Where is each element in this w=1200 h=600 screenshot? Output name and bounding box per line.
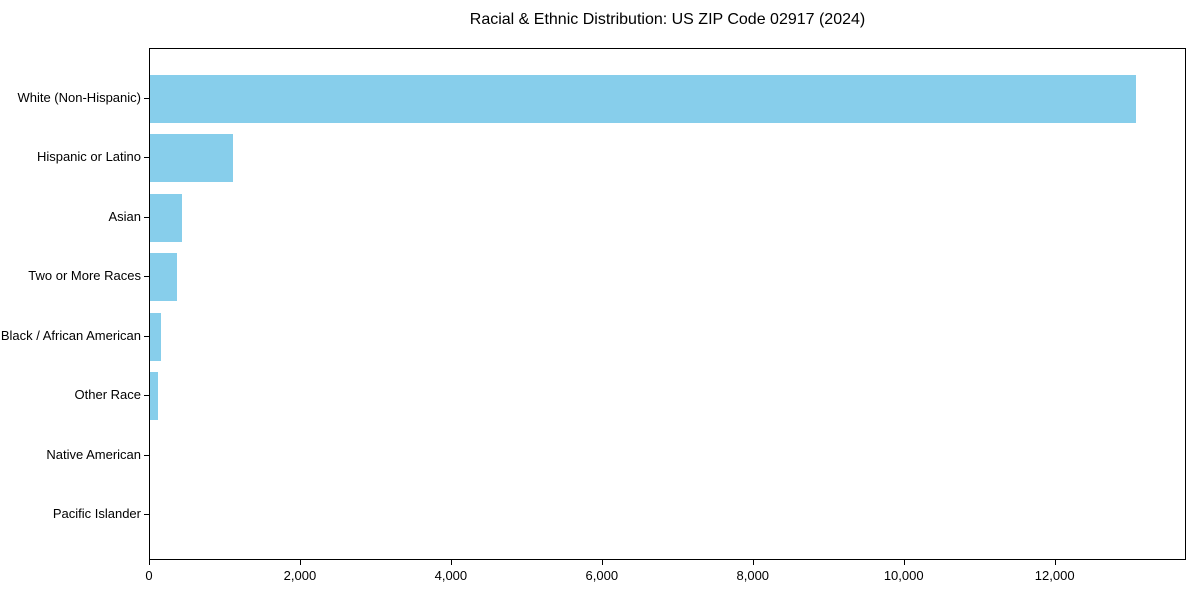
y-tick-label: Black / African American: [0, 327, 141, 343]
y-tick-label: Two or More Races: [28, 268, 141, 284]
x-tick-mark: [299, 560, 301, 565]
x-tick-mark: [601, 560, 603, 565]
y-tick-mark: [144, 395, 149, 397]
y-tick-mark: [144, 514, 149, 515]
y-tick-mark: [144, 276, 149, 278]
y-tick-mark: [144, 216, 149, 218]
y-tick-label: White (Non-Hispanic): [17, 90, 141, 105]
y-tick-label: Other Race: [74, 387, 141, 403]
x-tick-label: 8,000: [736, 568, 770, 583]
y-tick-mark: [144, 335, 149, 337]
x-tick-mark: [903, 560, 905, 565]
y-tick-label: Asian: [108, 208, 141, 224]
y-tick-mark: [144, 98, 149, 99]
y-tick-label: Native American: [46, 446, 141, 462]
chart-title: Racial & Ethnic Distribution: US ZIP Cod…: [469, 11, 866, 28]
bar-asian: [150, 193, 183, 242]
y-tick-label: Hispanic or Latino: [36, 149, 141, 165]
x-tick-label: 4,000: [434, 568, 468, 583]
x-tick-mark: [752, 560, 754, 565]
x-tick-mark: [1054, 560, 1056, 565]
bar-two-or-more-races: [150, 253, 178, 302]
x-tick-mark: [450, 560, 452, 565]
x-tick-label: 0: [145, 568, 153, 583]
x-tick-label: 2,000: [283, 568, 317, 583]
x-tick-label: 6,000: [585, 568, 619, 583]
bar-other-race: [150, 372, 159, 421]
bar-black-african-american: [150, 312, 162, 361]
x-tick-label: 12,000: [1034, 568, 1075, 583]
x-tick-label: 10,000: [883, 568, 924, 583]
y-tick-mark: [144, 157, 149, 159]
y-tick-label: Pacific Islander: [52, 506, 141, 521]
bar-white-non-hispanic: [150, 75, 1136, 123]
bar-hispanic-or-latino: [150, 134, 234, 183]
y-tick-mark: [144, 454, 149, 456]
x-tick-mark: [149, 560, 150, 565]
plot-area: [149, 48, 1186, 560]
